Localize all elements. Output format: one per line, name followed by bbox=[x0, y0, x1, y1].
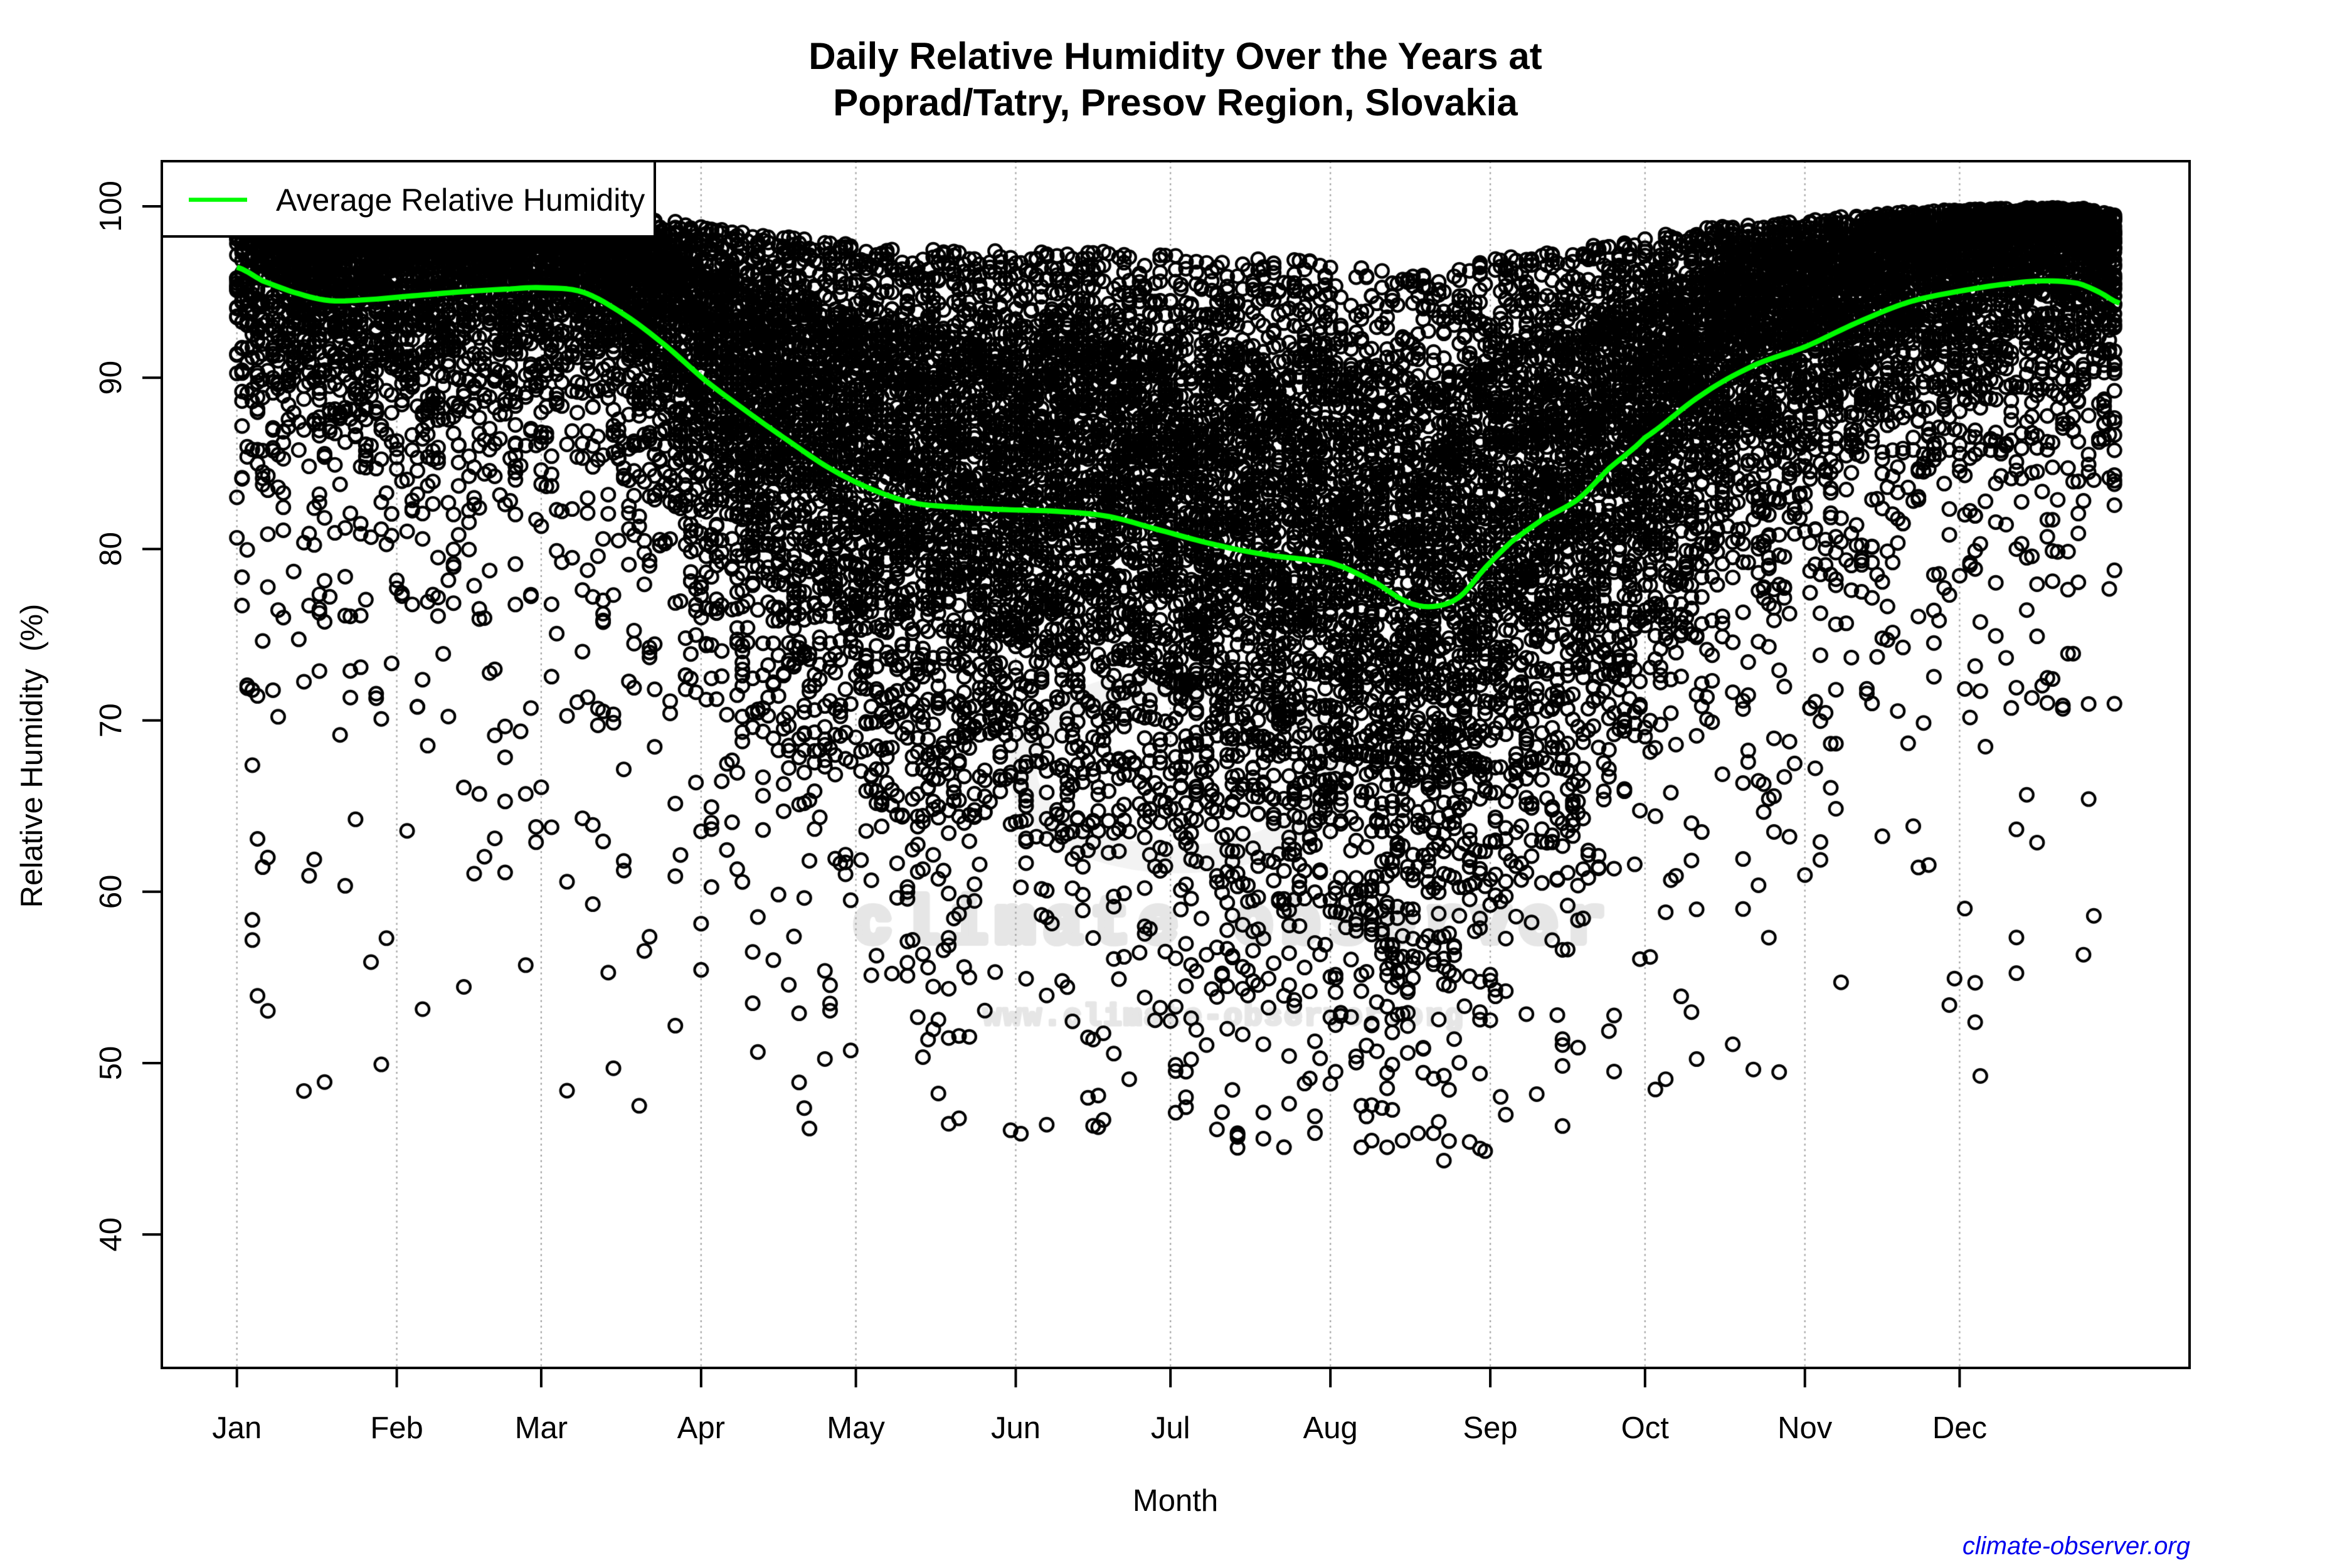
svg-text:May: May bbox=[827, 1411, 885, 1445]
svg-text:Sep: Sep bbox=[1463, 1411, 1518, 1445]
svg-text:Dec: Dec bbox=[1932, 1411, 1987, 1445]
svg-text:Jul: Jul bbox=[1151, 1411, 1190, 1445]
svg-text:50: 50 bbox=[94, 1046, 128, 1081]
svg-text:40: 40 bbox=[94, 1217, 128, 1252]
svg-text:90: 90 bbox=[94, 361, 128, 395]
svg-text:Daily Relative Humidity Over t: Daily Relative Humidity Over the Years a… bbox=[808, 35, 1542, 77]
svg-text:Feb: Feb bbox=[370, 1411, 423, 1445]
svg-text:Jan: Jan bbox=[212, 1411, 262, 1445]
svg-text:Relative Humidity (%): Relative Humidity (%) bbox=[15, 604, 49, 908]
svg-text:60: 60 bbox=[94, 875, 128, 909]
svg-text:Apr: Apr bbox=[677, 1411, 725, 1445]
svg-text:80: 80 bbox=[94, 532, 128, 566]
svg-text:climate-observer.org: climate-observer.org bbox=[1963, 1532, 2190, 1560]
svg-text:Mar: Mar bbox=[515, 1411, 568, 1445]
svg-text:Average Relative Humidity: Average Relative Humidity bbox=[276, 183, 645, 218]
svg-text:70: 70 bbox=[94, 703, 128, 738]
svg-text:100: 100 bbox=[94, 181, 128, 232]
svg-text:Month: Month bbox=[1133, 1484, 1218, 1518]
svg-text:Nov: Nov bbox=[1777, 1411, 1833, 1445]
svg-text:Oct: Oct bbox=[1621, 1411, 1670, 1445]
svg-text:Aug: Aug bbox=[1303, 1411, 1358, 1445]
svg-text:Jun: Jun bbox=[991, 1411, 1041, 1445]
svg-text:Poprad/Tatry, Presov Region, S: Poprad/Tatry, Presov Region, Slovakia bbox=[833, 82, 1518, 124]
